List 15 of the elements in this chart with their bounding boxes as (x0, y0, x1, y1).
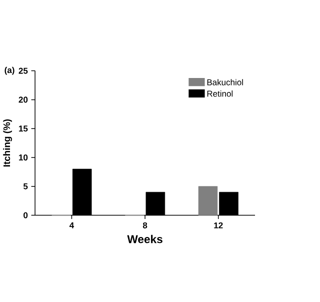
y-tick-label: 15 (19, 126, 28, 132)
legend-label: Bakuchiol (207, 79, 243, 86)
y-tick-label: 10 (19, 154, 28, 160)
x-tick-label: 8 (142, 222, 148, 228)
y-tick-label: 0 (24, 212, 28, 218)
y-tick-label: 20 (18, 96, 28, 103)
y-axis-title: Itching (%) (3, 119, 12, 166)
legend-label: Retinol (207, 90, 233, 97)
x-axis-title: Weeks (127, 234, 162, 244)
x-tick-label: 12 (214, 222, 223, 228)
text: (a) (4, 66, 14, 75)
bar (198, 186, 218, 216)
y-tick-label: 5 (23, 183, 28, 190)
y-tick-label: 25 (18, 68, 28, 74)
x-tick-label: 4 (69, 222, 74, 228)
